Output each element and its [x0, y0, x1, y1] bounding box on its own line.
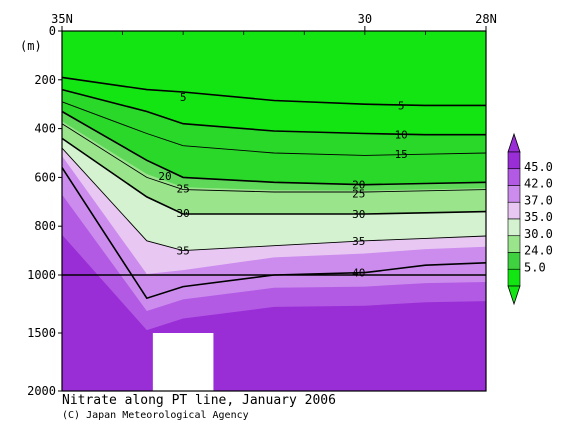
isoline-35	[61, 147, 487, 252]
x-tick-label-0: 35N	[51, 12, 73, 26]
contour-label-2: 10	[395, 129, 408, 142]
x-tick-label-2: 28N	[475, 12, 497, 26]
y-tick-label-0: 0	[49, 24, 56, 38]
concentration-bands	[62, 31, 486, 392]
y-tick-label-1: 200	[34, 73, 56, 87]
contour-label-8: 30	[177, 207, 190, 220]
no-data-box	[152, 333, 214, 391]
colorbar: 45.0 42.0 37.0 35.0 30.0 24.0 5.0	[507, 132, 553, 306]
colorbar-label-4: 30.0	[524, 227, 553, 241]
contour-label-3: 15	[395, 148, 408, 161]
colorbar-swatch-3	[507, 201, 521, 220]
colorbar-swatch-1	[507, 168, 521, 186]
plot-axes: (m)	[20, 30, 487, 392]
plot-frame	[61, 30, 487, 392]
contour-label-12: 40	[352, 267, 365, 280]
colorbar-swatch-5	[507, 235, 521, 253]
colorbar-swatch-2	[507, 185, 521, 203]
chart-title: Nitrate along PT line, January 2006	[62, 393, 336, 408]
isoline-20	[61, 110, 487, 186]
contour-label-6: 25	[177, 182, 190, 195]
isoline-30	[61, 137, 487, 215]
contour-label-9: 30	[352, 208, 365, 221]
colorbar-label-0: 45.0	[524, 160, 553, 174]
colorbar-top-arrow	[507, 132, 521, 153]
isoline-10	[61, 88, 486, 136]
x-axis-ticks: 35N 30 28N	[51, 12, 497, 35]
contour-label-0: 5	[180, 91, 187, 104]
x-tick-label-1: 30	[358, 12, 372, 26]
contour-label-7: 25	[352, 187, 365, 200]
isoline-15	[61, 101, 487, 156]
contour-label-10: 35	[177, 245, 190, 258]
y-tick-label-5: 1000	[27, 268, 56, 282]
colorbar-swatch-7	[507, 268, 521, 287]
isoline-25	[61, 123, 487, 193]
y-tick-label-4: 800	[34, 219, 56, 233]
contour-label-11: 35	[352, 235, 365, 248]
contour-label-1: 5	[398, 99, 405, 112]
colorbar-label-5: 24.0	[524, 244, 553, 258]
y-tick-label-7: 2000	[27, 384, 56, 398]
colorbar-label-2: 37.0	[524, 193, 553, 207]
colorbar-swatch-4	[507, 218, 521, 237]
chart-credit: (C) Japan Meteorological Agency	[62, 410, 249, 421]
y-tick-label-6: 1500	[27, 326, 56, 340]
isoline-5	[61, 76, 486, 107]
colorbar-label-6: 5.0	[524, 260, 546, 274]
no-data-region	[152, 333, 214, 391]
y-tick-label-3: 600	[34, 170, 56, 184]
y-axis-ticks: 0 200 400 600 800 1000 1500 2000	[27, 24, 62, 398]
colorbar-swatch-0	[507, 151, 521, 170]
y-axis-unit-label: (m)	[20, 39, 42, 53]
colorbar-label-3: 35.0	[524, 210, 553, 224]
contour-label-5: 20	[352, 179, 365, 192]
colorbar-swatch-6	[507, 252, 521, 270]
y-tick-label-2: 400	[34, 122, 56, 136]
colorbar-bottom-arrow	[507, 285, 521, 306]
colorbar-label-1: 42.0	[524, 177, 553, 191]
contour-label-4: 20	[158, 170, 171, 183]
